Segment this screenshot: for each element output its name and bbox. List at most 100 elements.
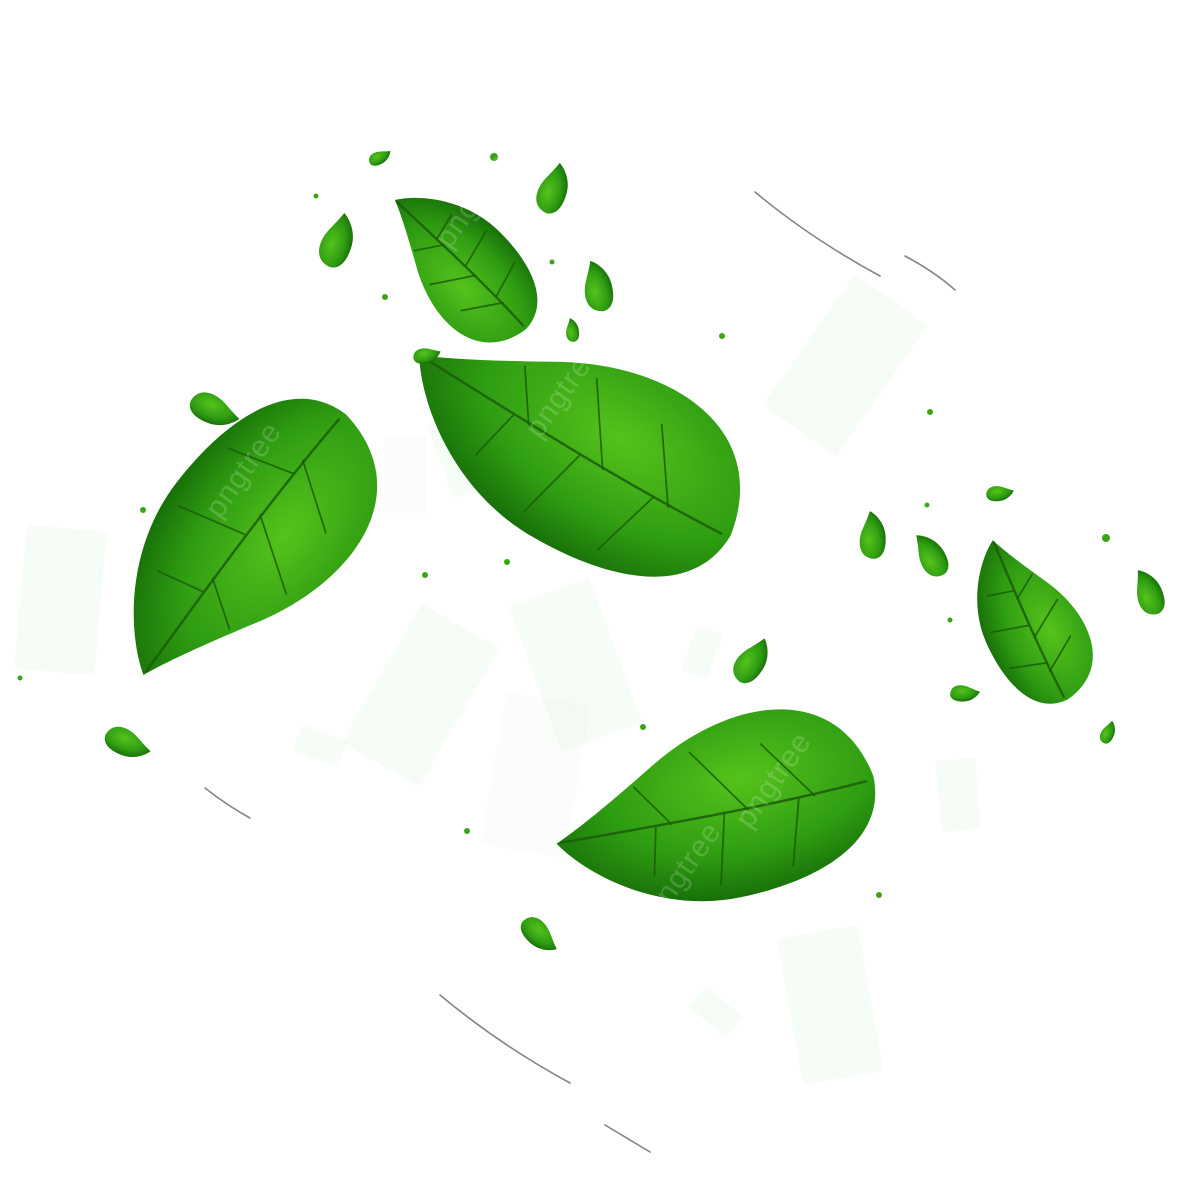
leaf-vein bbox=[475, 414, 514, 456]
leaf-vein bbox=[436, 214, 453, 240]
leaf-vein bbox=[156, 570, 204, 593]
leaf-particle bbox=[947, 617, 953, 623]
leaf-icon bbox=[536, 162, 568, 214]
leaf-vein bbox=[569, 638, 583, 649]
leaf-body bbox=[691, 637, 711, 667]
leaf-icon bbox=[305, 735, 335, 755]
leaf-body bbox=[556, 709, 876, 902]
leaf-particle bbox=[876, 892, 882, 898]
leaf-particle bbox=[927, 409, 933, 415]
leaf-vein bbox=[557, 620, 593, 709]
leaf-body bbox=[977, 540, 1093, 704]
leaf-group bbox=[34, 151, 1165, 1051]
leaf-vein bbox=[986, 589, 1015, 597]
leaf-vein bbox=[419, 697, 443, 705]
wind-streaks bbox=[204, 191, 956, 1153]
leaf-vein bbox=[992, 541, 1065, 698]
leaf-vein bbox=[422, 356, 723, 535]
wind-streak bbox=[754, 191, 881, 277]
leaf-icon bbox=[733, 638, 768, 684]
leaf-icon bbox=[34, 555, 85, 645]
leaf-particle bbox=[382, 294, 388, 300]
leaf-vein bbox=[688, 751, 749, 811]
wind-streak bbox=[204, 787, 251, 819]
leaf-icon bbox=[1099, 720, 1115, 744]
leaf-icon bbox=[807, 959, 858, 1051]
leaf-vein bbox=[560, 779, 868, 844]
leaf-icon bbox=[520, 917, 557, 951]
leaf-vein bbox=[145, 418, 341, 673]
leaf-icon bbox=[1137, 570, 1165, 615]
leaf-icon bbox=[394, 197, 538, 343]
leaf-vein bbox=[827, 981, 842, 989]
leaf-vein bbox=[555, 647, 573, 653]
leaf-particles bbox=[17, 153, 1110, 898]
leaf-body bbox=[520, 917, 557, 951]
leaf-particle bbox=[464, 828, 470, 834]
leaf-particle bbox=[422, 572, 428, 578]
wind-streak bbox=[604, 1124, 651, 1153]
leaf-body bbox=[733, 638, 768, 684]
leaf-icon bbox=[392, 451, 419, 499]
leaf-vein bbox=[227, 447, 294, 475]
leaf-vein bbox=[564, 685, 588, 694]
leaf-particle bbox=[640, 724, 646, 730]
leaf-body bbox=[584, 260, 614, 312]
leaf-particle bbox=[549, 259, 555, 265]
leaf-vein bbox=[523, 454, 581, 513]
leaf-vein bbox=[465, 230, 487, 267]
leaf-body bbox=[946, 773, 971, 817]
leaf-body bbox=[369, 151, 391, 166]
leaf-icon bbox=[946, 773, 971, 817]
leaf-body bbox=[1099, 720, 1115, 744]
leaf-particle bbox=[17, 675, 23, 681]
leaf-vein bbox=[495, 261, 516, 298]
leaf-particle bbox=[313, 193, 319, 199]
leaf-body bbox=[419, 355, 741, 577]
leaf-icon bbox=[916, 535, 949, 577]
leaf-icon bbox=[986, 486, 1014, 502]
leaf-body bbox=[392, 451, 419, 499]
leaf-vein bbox=[1008, 662, 1047, 670]
leaf-body bbox=[566, 318, 580, 342]
leaf-vein bbox=[429, 274, 477, 286]
leaf-body bbox=[505, 727, 562, 823]
leaf-icon bbox=[382, 651, 452, 742]
leaf-vein bbox=[420, 668, 430, 685]
leaf-icon bbox=[419, 355, 741, 577]
leaf-icon bbox=[556, 709, 876, 902]
leaf-vein bbox=[816, 1023, 838, 1034]
leaf-vein bbox=[831, 997, 852, 1008]
leaf-vein bbox=[1033, 598, 1059, 639]
leaf-icon bbox=[584, 260, 614, 312]
leaf-icon bbox=[950, 685, 980, 702]
leaf-icon bbox=[413, 348, 441, 364]
leaf-vein bbox=[653, 826, 657, 877]
leaf-icon bbox=[977, 540, 1093, 704]
leaf-vein bbox=[395, 701, 408, 724]
wind-streak bbox=[904, 255, 956, 291]
leaf-vein bbox=[524, 365, 530, 426]
leaf-particle bbox=[490, 153, 498, 161]
leaf-vein bbox=[835, 1018, 854, 1030]
leaf-vein bbox=[990, 624, 1030, 634]
leaf-icon bbox=[104, 726, 151, 757]
leaf-vein bbox=[1049, 635, 1072, 672]
leaf-vein bbox=[821, 959, 840, 1050]
leaf-vein bbox=[759, 743, 816, 797]
leaf-icon bbox=[552, 619, 607, 711]
leaf-body bbox=[305, 735, 335, 755]
leaf-icon bbox=[189, 392, 240, 426]
leaf-body bbox=[448, 432, 476, 478]
leaf-vein bbox=[395, 651, 446, 738]
leaf-vein bbox=[395, 200, 525, 327]
leaf-vein bbox=[178, 505, 246, 536]
leaf-icon bbox=[319, 212, 353, 268]
leaf-particle bbox=[140, 507, 146, 513]
leaf-body bbox=[104, 726, 151, 757]
leaf-vein bbox=[576, 653, 596, 668]
leaf-vein bbox=[460, 301, 504, 312]
leaf-body bbox=[34, 555, 85, 645]
leaf-body bbox=[133, 398, 377, 676]
